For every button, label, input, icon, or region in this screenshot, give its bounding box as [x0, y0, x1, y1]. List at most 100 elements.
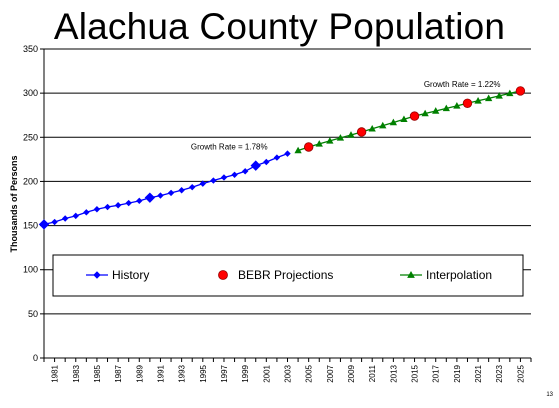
y-axis-label: Thousands of Persons	[9, 155, 19, 252]
interpolation-point	[368, 124, 376, 132]
x-tick-label: 2015	[411, 364, 420, 382]
series-bebr-projections	[303, 86, 526, 152]
interpolation-point	[336, 134, 345, 141]
bebr-projections-point	[409, 111, 420, 121]
history-point	[157, 192, 164, 199]
y-tick-label: 150	[23, 221, 38, 231]
x-tick-label: 2019	[453, 364, 462, 382]
x-tick-label: 1997	[220, 364, 229, 382]
x-tick-label: 2021	[474, 364, 483, 382]
interpolation-point	[453, 102, 461, 109]
bebr-projections-point	[303, 142, 314, 152]
interpolation-point	[294, 146, 302, 154]
history-point	[61, 215, 69, 222]
legend-marker-interpolation	[407, 270, 415, 278]
chart-title: Alachua County Population	[53, 6, 506, 47]
growth-rate-annotation: Growth Rate = 1.22%	[424, 80, 501, 89]
x-tick-label: 2013	[389, 364, 398, 382]
y-tick-label: 300	[23, 88, 38, 98]
x-tick-label: 1981	[51, 364, 60, 382]
legend-label-interpolation: Interpolation	[426, 268, 492, 282]
history-point	[72, 212, 79, 220]
x-tick-label: 2011	[368, 364, 377, 382]
legend: History BEBR Projections Interpolation	[52, 254, 524, 297]
interpolation-point	[315, 140, 323, 147]
bebr-projections-point	[356, 127, 367, 137]
page-number: 13	[546, 392, 553, 398]
x-tick-label: 2001	[262, 364, 271, 382]
bebr-projections-point	[515, 86, 526, 96]
y-tick-label: 250	[23, 132, 38, 142]
history-point	[284, 150, 291, 157]
history-point	[273, 154, 281, 161]
interpolation-point	[347, 131, 355, 138]
x-tick-label: 1983	[72, 364, 81, 382]
history-point	[167, 189, 175, 197]
history-point	[220, 174, 228, 181]
legend-label-bebr-projections: BEBR Projections	[238, 268, 333, 282]
legend-box	[52, 254, 524, 297]
y-tick-label: 100	[23, 265, 38, 275]
x-tick-label: 1985	[93, 364, 102, 382]
y-tick-label: 350	[23, 44, 38, 54]
series-interpolation	[294, 87, 525, 154]
x-tick-label: 1989	[135, 364, 144, 382]
interpolation-line	[297, 90, 521, 152]
interpolation-point	[495, 92, 503, 99]
interpolation-point	[326, 137, 334, 144]
interpolation-point	[421, 109, 429, 117]
interpolation-point	[379, 121, 387, 129]
axes	[40, 48, 532, 362]
history-point	[83, 209, 90, 216]
y-tick-label: 0	[33, 353, 38, 363]
history-line	[43, 152, 288, 226]
y-tick-labels: 0 50 100 150 200 250 300 350	[23, 44, 38, 363]
interpolation-point	[389, 118, 398, 126]
x-tick-label: 2009	[347, 364, 356, 382]
x-tick-label: 2007	[326, 364, 335, 382]
history-point	[125, 199, 132, 207]
x-tick-label: 2023	[495, 364, 504, 382]
series-history	[38, 150, 291, 230]
x-tick-labels: 1981 1983 1985 1987 1989 1991 1993 1995 1997 1999…	[51, 364, 526, 382]
interpolation-point	[400, 115, 408, 123]
history-point	[210, 177, 217, 184]
history-point	[51, 218, 58, 226]
history-point	[231, 171, 238, 179]
history-point	[178, 187, 185, 194]
x-tick-label: 1993	[178, 364, 187, 382]
interpolation-point	[432, 107, 440, 114]
bebr-projections-point	[462, 98, 473, 108]
history-point	[199, 180, 207, 187]
legend-label-history: History	[112, 268, 149, 282]
x-tick-label: 2005	[305, 364, 314, 382]
x-tick-label: 1991	[156, 364, 165, 382]
legend-marker-bebr-projections	[218, 270, 228, 280]
history-point	[189, 183, 196, 191]
growth-rate-annotation: Growth Rate = 1.78%	[191, 143, 268, 152]
x-tick-label: 2003	[284, 364, 293, 382]
history-point	[104, 203, 111, 211]
x-tick-label: 2017	[432, 364, 441, 382]
x-tick-label: 1999	[241, 364, 250, 382]
history-point	[93, 206, 101, 213]
x-tick-label: 1987	[114, 364, 123, 382]
history-point	[241, 168, 249, 175]
interpolation-point	[442, 104, 450, 112]
y-tick-label: 50	[28, 309, 38, 319]
history-point	[38, 219, 50, 230]
x-tick-label: 2025	[516, 364, 525, 382]
x-tick-label: 1995	[199, 364, 208, 382]
history-point	[136, 197, 143, 205]
series-layer	[38, 86, 526, 230]
history-point	[250, 160, 261, 171]
annotations: Growth Rate = 1.78% Growth Rate = 1.22%	[191, 80, 501, 152]
interpolation-point	[506, 89, 514, 97]
interpolation-point	[474, 96, 482, 104]
y-tick-label: 200	[23, 176, 38, 186]
history-point	[114, 202, 122, 209]
history-point	[144, 192, 156, 203]
history-point	[263, 158, 270, 166]
interpolation-point	[485, 94, 493, 102]
